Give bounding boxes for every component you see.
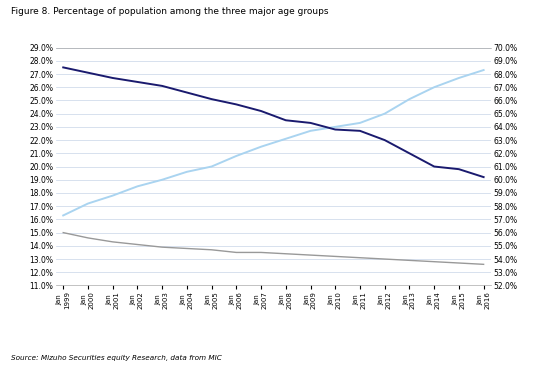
between 15 and 64 years old (RHS) <box>134 80 141 84</box>
Text: Source: Mizuho Securities equity Research, data from MIC: Source: Mizuho Securities equity Researc… <box>11 354 222 361</box>
65 years old and more (LHS) <box>85 201 92 206</box>
between 0 and 14 years old (LHS) <box>208 247 215 252</box>
between 0 and 14 years old (LHS) <box>307 253 314 257</box>
Line: between 15 and 64 years old (RHS): between 15 and 64 years old (RHS) <box>63 67 484 177</box>
between 15 and 64 years old (RHS) <box>85 71 92 75</box>
between 15 and 64 years old (RHS) <box>159 84 166 88</box>
between 15 and 64 years old (RHS) <box>282 118 289 123</box>
between 0 and 14 years old (LHS) <box>134 242 141 247</box>
65 years old and more (LHS) <box>357 121 363 125</box>
between 15 and 64 years old (RHS) <box>332 127 339 132</box>
65 years old and more (LHS) <box>406 97 413 101</box>
between 15 and 64 years old (RHS) <box>357 129 363 133</box>
between 0 and 14 years old (LHS) <box>60 231 66 235</box>
between 15 and 64 years old (RHS) <box>480 175 487 179</box>
65 years old and more (LHS) <box>431 85 437 89</box>
between 0 and 14 years old (LHS) <box>233 250 240 255</box>
65 years old and more (LHS) <box>455 76 462 80</box>
between 15 and 64 years old (RHS) <box>184 90 190 95</box>
between 0 and 14 years old (LHS) <box>357 255 363 260</box>
65 years old and more (LHS) <box>208 164 215 169</box>
between 0 and 14 years old (LHS) <box>480 262 487 266</box>
between 0 and 14 years old (LHS) <box>159 245 166 249</box>
between 15 and 64 years old (RHS) <box>233 102 240 107</box>
between 15 and 64 years old (RHS) <box>109 76 116 80</box>
65 years old and more (LHS) <box>381 112 388 116</box>
65 years old and more (LHS) <box>307 129 314 133</box>
between 15 and 64 years old (RHS) <box>381 138 388 142</box>
65 years old and more (LHS) <box>184 169 190 174</box>
65 years old and more (LHS) <box>134 184 141 188</box>
between 0 and 14 years old (LHS) <box>455 261 462 265</box>
between 0 and 14 years old (LHS) <box>381 257 388 261</box>
between 0 and 14 years old (LHS) <box>406 258 413 262</box>
65 years old and more (LHS) <box>109 193 116 198</box>
between 0 and 14 years old (LHS) <box>258 250 264 255</box>
65 years old and more (LHS) <box>332 125 339 129</box>
between 0 and 14 years old (LHS) <box>85 236 92 240</box>
between 15 and 64 years old (RHS) <box>60 65 66 70</box>
Text: Figure 8. Percentage of population among the three major age groups: Figure 8. Percentage of population among… <box>11 7 329 16</box>
65 years old and more (LHS) <box>159 178 166 182</box>
65 years old and more (LHS) <box>233 154 240 158</box>
between 0 and 14 years old (LHS) <box>332 254 339 259</box>
Line: 65 years old and more (LHS): 65 years old and more (LHS) <box>63 70 484 216</box>
between 15 and 64 years old (RHS) <box>406 151 413 156</box>
between 15 and 64 years old (RHS) <box>307 121 314 125</box>
between 15 and 64 years old (RHS) <box>258 109 264 113</box>
65 years old and more (LHS) <box>60 213 66 218</box>
between 0 and 14 years old (LHS) <box>431 259 437 264</box>
65 years old and more (LHS) <box>480 68 487 72</box>
between 0 and 14 years old (LHS) <box>109 240 116 244</box>
between 15 and 64 years old (RHS) <box>208 97 215 101</box>
65 years old and more (LHS) <box>258 145 264 149</box>
Line: between 0 and 14 years old (LHS): between 0 and 14 years old (LHS) <box>63 233 484 264</box>
65 years old and more (LHS) <box>282 137 289 141</box>
between 0 and 14 years old (LHS) <box>282 251 289 256</box>
between 15 and 64 years old (RHS) <box>431 164 437 169</box>
between 0 and 14 years old (LHS) <box>184 246 190 251</box>
between 15 and 64 years old (RHS) <box>455 167 462 171</box>
